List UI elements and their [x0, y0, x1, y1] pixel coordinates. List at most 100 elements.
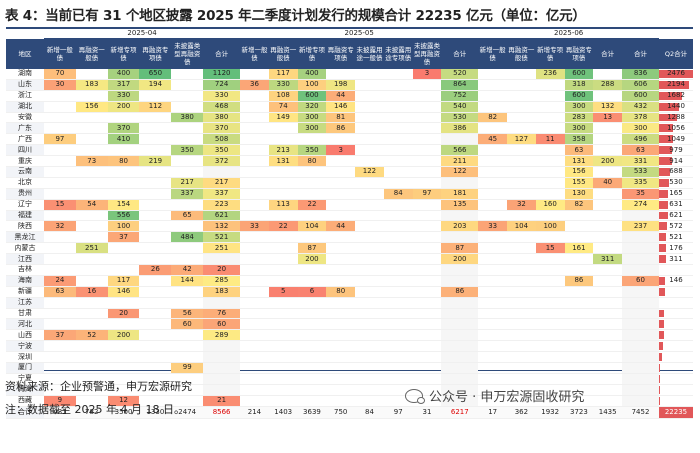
q2-total-cell: 914 — [658, 155, 693, 168]
value-cell: 155 — [564, 177, 594, 189]
q2-total-cell — [658, 373, 693, 385]
value-cell: 198 — [326, 79, 356, 91]
value-cell — [75, 340, 108, 353]
value-cell — [478, 351, 508, 364]
watermark-text: 公众号 · 申万宏源固收研究 — [429, 390, 585, 405]
col-header: 再融资一般债 — [507, 38, 536, 69]
value-cell: 104 — [507, 220, 536, 233]
value-cell — [107, 112, 140, 124]
subtotal-cell — [622, 231, 659, 244]
value-cell — [355, 133, 384, 146]
value-cell: 65 — [171, 210, 204, 222]
value-cell — [268, 253, 298, 266]
value-cell — [383, 112, 413, 124]
q2-total-cell: 979 — [658, 144, 693, 157]
value-cell — [268, 297, 298, 309]
q2-total-bar — [658, 287, 665, 296]
region-cell: 广东 — [6, 122, 44, 135]
value-cell — [107, 242, 140, 255]
q2-total-cell: 165 — [658, 188, 693, 200]
value-cell — [507, 68, 536, 80]
value-cell — [171, 90, 204, 102]
value-cell — [507, 90, 536, 102]
value-cell — [326, 242, 356, 255]
value-cell — [139, 90, 172, 102]
value-cell — [75, 362, 108, 374]
value-cell — [355, 286, 384, 298]
value-cell: 144 — [171, 275, 204, 287]
q2-total-bar — [658, 124, 674, 133]
value-cell: 100 — [107, 220, 140, 233]
value-cell — [240, 308, 269, 320]
value-cell: 1330 — [139, 405, 172, 419]
value-cell — [240, 199, 269, 211]
value-cell — [593, 384, 623, 396]
value-cell — [43, 112, 76, 124]
value-cell — [564, 253, 594, 266]
q2-total-bar — [658, 178, 670, 187]
value-cell: 22 — [297, 199, 327, 211]
value-cell: 146 — [326, 101, 356, 113]
value-cell: 183 — [75, 79, 108, 91]
q2-total-cell — [658, 308, 693, 320]
value-cell — [593, 329, 623, 342]
value-cell — [383, 155, 413, 168]
value-cell — [240, 155, 269, 168]
value-cell: 127 — [507, 133, 536, 146]
value-cell — [43, 122, 76, 135]
subtotal-cell: 7452 — [622, 405, 659, 419]
q2-total-cell — [658, 264, 693, 276]
table-row: 广西 97 410 508 45 127 11 358 496 1049 — [6, 133, 693, 146]
value-cell — [326, 384, 356, 396]
value-cell — [326, 199, 356, 211]
value-cell: 60 — [171, 318, 204, 331]
value-cell — [268, 340, 298, 353]
value-cell — [355, 177, 384, 189]
value-cell — [412, 166, 442, 178]
table-row: 吉林 26 42 20 — [6, 264, 693, 276]
value-cell — [171, 373, 204, 385]
value-cell — [355, 362, 384, 374]
value-cell — [268, 177, 298, 189]
value-cell — [478, 155, 508, 168]
value-cell: 17 — [478, 405, 508, 419]
value-cell — [139, 340, 172, 353]
value-cell — [355, 144, 384, 157]
col-header: 再融资一般债 — [268, 38, 298, 69]
col-header: 未披露用途一般债 — [355, 38, 384, 69]
subtotal-cell — [622, 253, 659, 266]
col-header-region: 地区 — [6, 38, 44, 69]
value-cell — [326, 297, 356, 309]
value-cell — [383, 384, 413, 396]
value-cell — [593, 90, 623, 102]
value-cell — [383, 297, 413, 309]
table-row: 安徽 380 380 149 300 81 530 82 283 13 378 1288 — [6, 112, 693, 124]
region-cell: 陕西 — [6, 220, 44, 233]
subtotal-cell: 300 — [622, 122, 659, 135]
value-cell: 600 — [564, 68, 594, 80]
value-cell — [383, 122, 413, 135]
table-row: 江苏 — [6, 297, 693, 309]
table-row: 甘肃 20 56 76 — [6, 308, 693, 320]
subtotal-cell — [622, 362, 659, 374]
value-cell: 358 — [564, 133, 594, 146]
value-cell — [139, 362, 172, 374]
value-cell — [297, 177, 327, 189]
table-row: 广东 370 370 300 86 386 300 300 1056 — [6, 122, 693, 135]
table-row: 海南 24 117 144 285 86 60 146 — [6, 275, 693, 287]
value-cell — [507, 329, 536, 342]
col-header: 再融资专项债 — [326, 38, 356, 69]
subtotal-cell: 289 — [203, 329, 241, 342]
value-cell — [564, 373, 594, 385]
value-cell — [507, 210, 536, 222]
value-cell — [268, 362, 298, 374]
col-header: 合计 — [441, 38, 479, 69]
value-cell: 1435 — [593, 405, 623, 419]
value-cell: 556 — [107, 210, 140, 222]
subtotal-cell: 468 — [203, 101, 241, 113]
value-cell — [478, 297, 508, 309]
subtotal-cell: 60 — [622, 275, 659, 287]
q2-total-cell: 521 — [658, 231, 693, 244]
value-cell: 317 — [107, 79, 140, 91]
value-cell: 131 — [268, 155, 298, 168]
